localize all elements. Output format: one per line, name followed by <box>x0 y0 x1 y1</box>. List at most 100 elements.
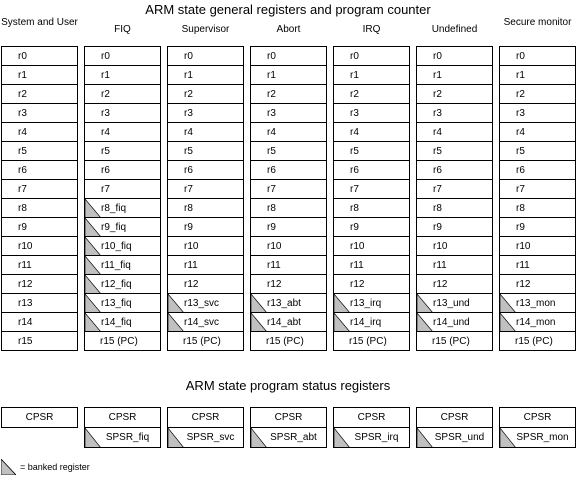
register-r3: r3 <box>416 103 493 123</box>
register-label: r12 <box>350 279 365 290</box>
register-r0: r0 <box>250 46 327 66</box>
register-label: r14_mon <box>516 317 556 328</box>
register-label: r11 <box>184 260 198 271</box>
register-r5: r5 <box>416 141 493 161</box>
register-label: r5 <box>101 146 110 157</box>
register-r11: r11 <box>167 255 244 275</box>
register-r15-pc: r15 (PC) <box>416 331 493 351</box>
register-r6: r6 <box>84 160 161 180</box>
register-r11-fiq: r11_fiq <box>84 255 161 275</box>
register-label: CPSR <box>25 412 54 423</box>
register-r0: r0 <box>499 46 576 66</box>
register-label: r8 <box>433 203 442 214</box>
banked-register-icon <box>334 294 350 312</box>
register-label: r4 <box>516 127 525 138</box>
register-label: r11 <box>350 260 364 271</box>
register-label: r5 <box>350 146 359 157</box>
register-label: r13_irq <box>350 298 382 309</box>
register-r13: r13 <box>1 293 78 313</box>
register-r5: r5 <box>84 141 161 161</box>
register-label: r2 <box>184 89 193 100</box>
register-r14-fiq: r14_fiq <box>84 312 161 332</box>
status-register-cpsr: CPSR <box>499 407 576 428</box>
status-register-spsr-abt: SPSR_abt <box>250 427 327 448</box>
banked-register-icon <box>417 428 433 447</box>
register-label: r7 <box>433 184 442 195</box>
register-label: r7 <box>184 184 193 195</box>
register-label: r5 <box>433 146 442 157</box>
banked-register-icon <box>251 313 267 331</box>
register-r10: r10 <box>499 236 576 256</box>
column-header-secure-monitor: Secure monitor <box>503 17 572 28</box>
register-label: r11 <box>267 260 281 271</box>
register-r4: r4 <box>333 122 410 142</box>
register-r7: r7 <box>333 179 410 199</box>
register-r14-und: r14_und <box>416 312 493 332</box>
register-label: r3 <box>267 108 276 119</box>
register-r7: r7 <box>250 179 327 199</box>
register-r2: r2 <box>1 84 78 104</box>
status-register-cpsr: CPSR <box>84 407 161 428</box>
banked-register-icon <box>500 428 516 447</box>
register-r8: r8 <box>416 198 493 218</box>
register-label: r5 <box>267 146 276 157</box>
register-label: r2 <box>516 89 525 100</box>
register-r13-und: r13_und <box>416 293 493 313</box>
register-label: r2 <box>18 89 27 100</box>
register-r15-pc: r15 (PC) <box>84 331 161 351</box>
register-r5: r5 <box>333 141 410 161</box>
register-label: r14 <box>18 317 33 328</box>
register-label: r7 <box>267 184 276 195</box>
register-r9: r9 <box>1 217 78 237</box>
register-r1: r1 <box>499 65 576 85</box>
register-r9: r9 <box>499 217 576 237</box>
register-label: r6 <box>433 165 442 176</box>
register-r13-abt: r13_abt <box>250 293 327 313</box>
register-label: r10 <box>350 241 365 252</box>
register-label: r9 <box>184 222 193 233</box>
register-label: r13 <box>18 298 33 309</box>
register-r14-mon: r14_mon <box>499 312 576 332</box>
register-r4: r4 <box>416 122 493 142</box>
register-label: r10 <box>18 241 33 252</box>
register-r3: r3 <box>167 103 244 123</box>
banked-register-icon <box>168 313 184 331</box>
register-r12-fiq: r12_fiq <box>84 274 161 294</box>
register-label: r10 <box>516 241 531 252</box>
register-label: r9 <box>350 222 359 233</box>
register-r4: r4 <box>499 122 576 142</box>
register-r11: r11 <box>1 255 78 275</box>
register-r4: r4 <box>84 122 161 142</box>
register-label: r14_svc <box>184 317 220 328</box>
register-r9: r9 <box>250 217 327 237</box>
register-label: r6 <box>18 165 27 176</box>
register-label: r8 <box>516 203 525 214</box>
register-label: r10 <box>267 241 282 252</box>
status-register-cpsr: CPSR <box>333 407 410 428</box>
register-r14-svc: r14_svc <box>167 312 244 332</box>
register-label: r8_fiq <box>101 203 127 214</box>
register-r10: r10 <box>333 236 410 256</box>
register-r1: r1 <box>333 65 410 85</box>
register-label: r6 <box>516 165 525 176</box>
register-r8: r8 <box>167 198 244 218</box>
register-label: r13_und <box>433 298 470 309</box>
column-header-fiq: FIQ <box>114 24 131 35</box>
register-label: r0 <box>433 51 442 62</box>
register-label: r4 <box>184 127 193 138</box>
register-label: r9 <box>433 222 442 233</box>
banked-register-icon <box>251 428 267 447</box>
register-r6: r6 <box>416 160 493 180</box>
register-r2: r2 <box>499 84 576 104</box>
register-label: r3 <box>101 108 110 119</box>
banked-register-icon <box>85 237 101 255</box>
register-r10-fiq: r10_fiq <box>84 236 161 256</box>
banked-register-icon <box>500 313 516 331</box>
banked-register-icon <box>417 294 433 312</box>
register-r3: r3 <box>84 103 161 123</box>
register-label: r15 (PC) <box>432 336 470 347</box>
register-label: r6 <box>101 165 110 176</box>
register-label: CPSR <box>274 412 303 423</box>
register-label: r1 <box>101 70 110 81</box>
register-label: r14_irq <box>350 317 382 328</box>
